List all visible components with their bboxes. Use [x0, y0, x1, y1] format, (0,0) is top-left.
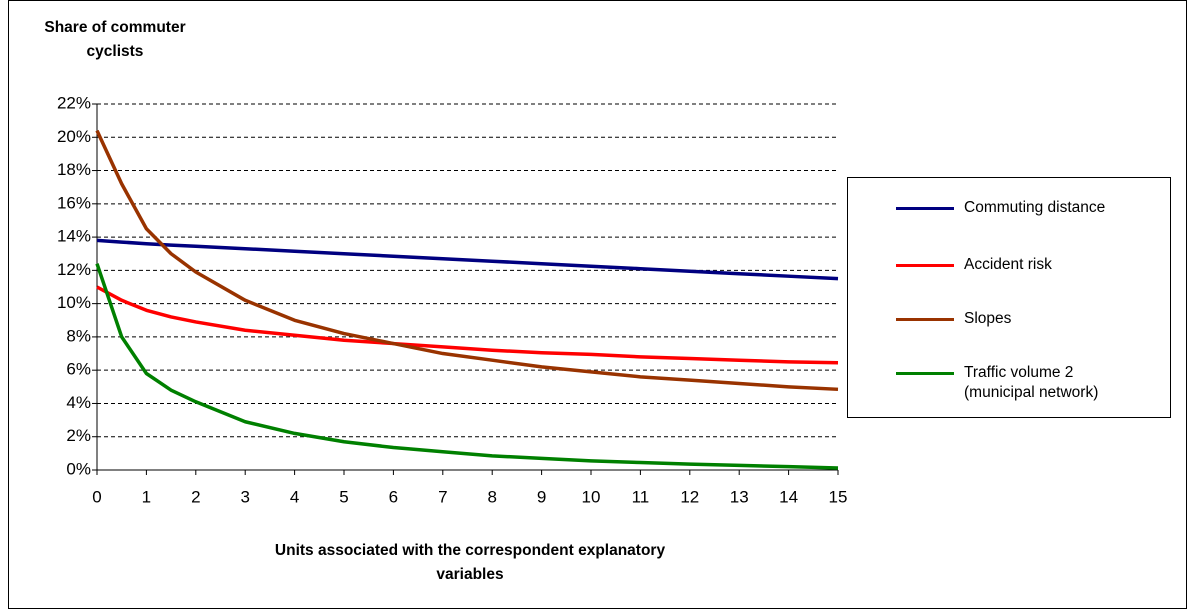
legend-item: Traffic volume 2 (municipal network) — [848, 363, 1098, 403]
x-axis-title: Units associated with the correspondent … — [274, 542, 666, 583]
x-tick-label: 1 — [142, 487, 151, 506]
x-tick-label: 15 — [829, 487, 848, 506]
chart-border — [8, 0, 1187, 609]
y-tick-label: 18% — [57, 160, 91, 179]
y-tick-label: 0% — [66, 459, 91, 478]
legend-swatch — [896, 206, 954, 210]
series-line — [95, 263, 839, 470]
x-tick-label: 8 — [487, 487, 496, 506]
x-tick-label: 3 — [240, 487, 249, 506]
y-tick-label: 2% — [66, 426, 91, 445]
y-tick-label: 12% — [57, 260, 91, 279]
legend-item: Slopes — [848, 309, 1011, 329]
x-tick-label: 6 — [389, 487, 398, 506]
legend-label: Accident risk — [964, 256, 1052, 273]
x-tick-label: 5 — [339, 487, 348, 506]
x-tick-label: 10 — [582, 487, 601, 506]
x-tick-label: 4 — [290, 487, 299, 506]
series-line — [95, 129, 839, 392]
series-line — [96, 285, 839, 365]
y-tick-label: 8% — [66, 326, 91, 345]
legend-swatch — [896, 372, 954, 375]
y-tick-label: 16% — [57, 193, 91, 212]
legend-label: Slopes — [964, 310, 1012, 327]
x-tick-label: 11 — [632, 487, 650, 506]
x-tick-label: 9 — [537, 487, 546, 506]
x-tick-label: 12 — [680, 487, 699, 506]
legend-label: Commuting distance — [964, 199, 1106, 216]
series-line — [96, 238, 839, 281]
x-tick-label: 0 — [92, 487, 101, 506]
y-tick-label: 4% — [66, 393, 91, 412]
legend-swatch — [896, 317, 954, 321]
y-tick-label: 10% — [57, 293, 91, 312]
x-tick-label: 14 — [779, 487, 798, 506]
x-tick-label: 7 — [438, 487, 447, 506]
legend: Commuting distance Accident risk Slopes Tra… — [847, 177, 1171, 418]
legend-swatch — [896, 263, 954, 267]
y-tick-label: 14% — [57, 227, 91, 246]
legend-item: Commuting distance — [848, 198, 1105, 218]
y-tick-label: 6% — [66, 360, 91, 379]
y-tick-label: 20% — [57, 127, 91, 146]
y-tick-label: 22% — [57, 93, 91, 112]
x-tick-label: 13 — [730, 487, 749, 506]
legend-label: Traffic volume 2 (municipal network) — [964, 364, 1099, 401]
x-tick-label: 2 — [191, 487, 200, 506]
legend-item: Accident risk — [848, 255, 1052, 275]
y-axis-title: Share of commuter cyclists — [44, 19, 186, 60]
